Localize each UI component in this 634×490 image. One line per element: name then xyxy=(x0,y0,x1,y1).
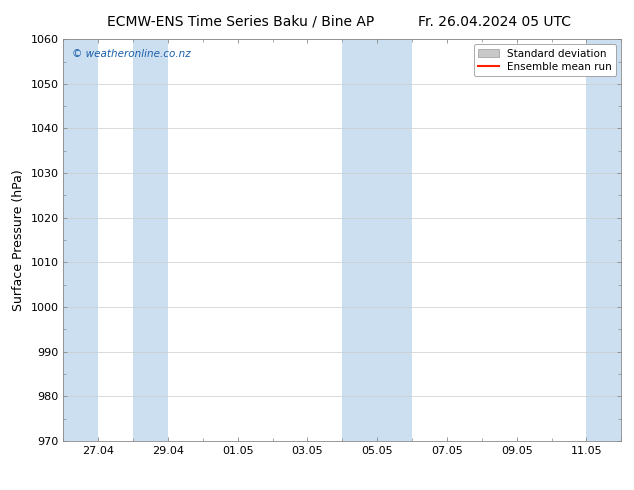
Legend: Standard deviation, Ensemble mean run: Standard deviation, Ensemble mean run xyxy=(474,45,616,76)
Bar xyxy=(377,39,412,441)
Bar xyxy=(133,39,168,441)
Y-axis label: Surface Pressure (hPa): Surface Pressure (hPa) xyxy=(12,169,25,311)
Bar xyxy=(586,39,621,441)
Bar xyxy=(342,39,377,441)
Text: ECMW-ENS Time Series Baku / Bine AP: ECMW-ENS Time Series Baku / Bine AP xyxy=(107,15,375,29)
Bar xyxy=(63,39,98,441)
Text: Fr. 26.04.2024 05 UTC: Fr. 26.04.2024 05 UTC xyxy=(418,15,571,29)
Text: © weatheronline.co.nz: © weatheronline.co.nz xyxy=(72,49,191,59)
